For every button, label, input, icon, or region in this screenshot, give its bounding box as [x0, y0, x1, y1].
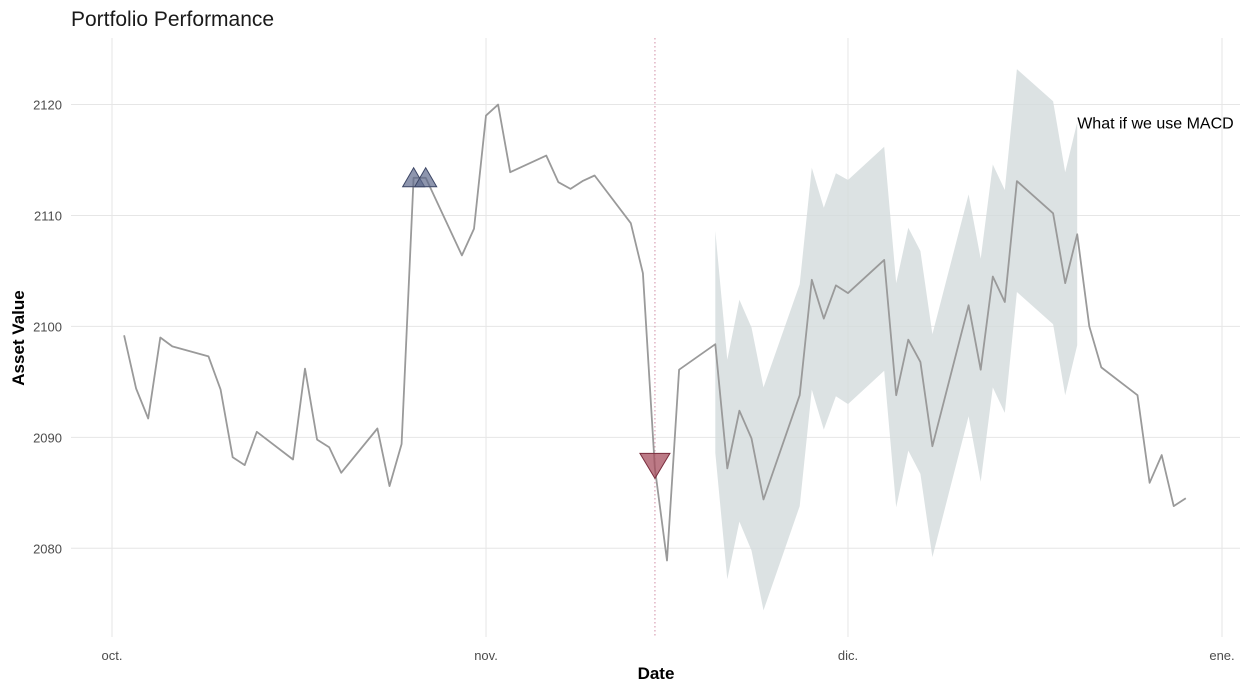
- y-tick-label: 2080: [33, 541, 62, 556]
- y-tick-label: 2090: [33, 430, 62, 445]
- y-tick-label: 2110: [34, 208, 62, 223]
- x-tick-label: dic.: [838, 648, 858, 663]
- sell-signal-marker: [639, 452, 671, 480]
- annotations: What if we use MACD: [1077, 115, 1233, 132]
- x-tick-label: oct.: [102, 648, 123, 663]
- y-tick-label: 2100: [33, 319, 62, 334]
- y-tick-label: 2120: [33, 98, 62, 113]
- x-axis-title: Date: [638, 664, 675, 683]
- annotation-text: What if we use MACD: [1077, 115, 1233, 132]
- buy-signal-marker: [413, 166, 438, 188]
- x-axis-ticks: oct. nov. dic. ene.: [102, 648, 1235, 663]
- chart-title: Portfolio Performance: [71, 8, 274, 31]
- signal-markers: [401, 166, 671, 480]
- y-axis-ticks: 2080 2090 2100 2110 2120: [33, 98, 62, 557]
- x-tick-label: nov.: [474, 648, 498, 663]
- y-axis-title: Asset Value: [9, 290, 28, 385]
- forecast-band: [715, 69, 1078, 611]
- confidence-band: [715, 69, 1078, 611]
- x-tick-label: ene.: [1209, 648, 1234, 663]
